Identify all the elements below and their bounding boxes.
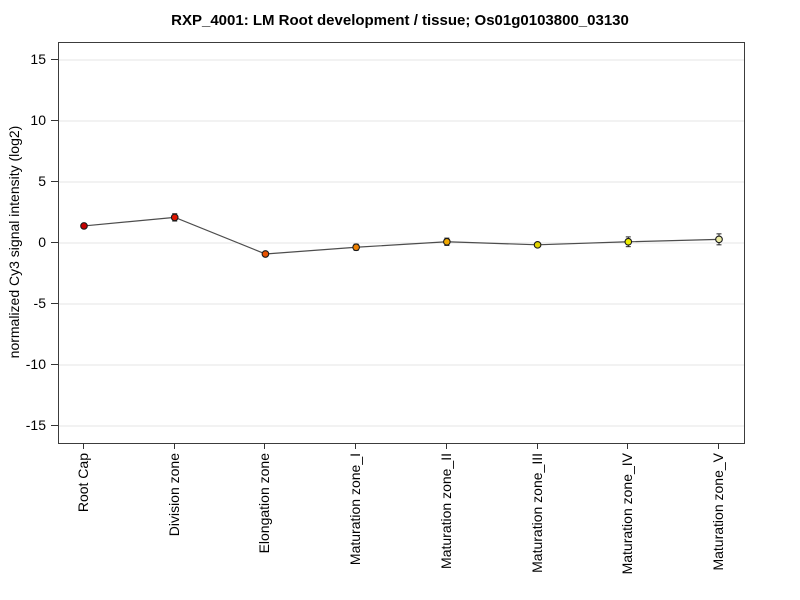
y-tick-label: 15 [30, 51, 46, 67]
y-tick-mark [51, 120, 58, 121]
x-category-label: Division zone [165, 453, 182, 537]
x-category-label: Maturation zone_III [528, 453, 545, 573]
x-category-label: Maturation zone_I [347, 453, 364, 566]
x-tick-mark [173, 443, 175, 449]
y-tick-label: -5 [33, 295, 46, 311]
y-tick-mark [51, 303, 58, 304]
data-point [715, 235, 723, 244]
y-tick-label: 0 [38, 234, 46, 250]
data-point [261, 250, 270, 258]
data-point [80, 222, 88, 230]
y-tick-mark [51, 242, 58, 243]
y-tick-label: 5 [38, 173, 46, 189]
data-point [170, 213, 179, 222]
plot-area [58, 42, 745, 444]
x-tick-mark [627, 443, 629, 449]
x-tick-mark [264, 443, 266, 449]
y-tick-mark [51, 59, 58, 60]
x-tick-mark [445, 443, 447, 449]
y-tick-label: 10 [30, 112, 46, 128]
x-category-label: Maturation zone_II [437, 453, 454, 569]
data-point [624, 237, 633, 246]
series-line [83, 216, 720, 255]
x-tick-mark [83, 443, 84, 449]
y-tick-mark [51, 364, 58, 365]
y-tick-mark [51, 181, 58, 182]
data-point [352, 243, 360, 252]
x-category-label: Elongation zone [256, 453, 273, 554]
x-category-label: Root Cap [75, 453, 91, 513]
y-tick-label: -15 [25, 417, 46, 433]
x-category-label: Maturation zone_IV [619, 453, 636, 575]
y-tick-mark [51, 425, 58, 426]
x-tick-mark [718, 443, 719, 449]
chart-canvas [59, 59, 744, 427]
data-point [533, 240, 542, 249]
data-point [443, 237, 451, 246]
y-tick-label: -10 [25, 356, 46, 372]
x-tick-mark [355, 443, 357, 449]
x-category-label: Maturation zone_V [710, 453, 726, 571]
chart-title: RXP_4001: LM Root development / tissue; … [171, 12, 629, 29]
x-tick-mark [536, 443, 538, 449]
